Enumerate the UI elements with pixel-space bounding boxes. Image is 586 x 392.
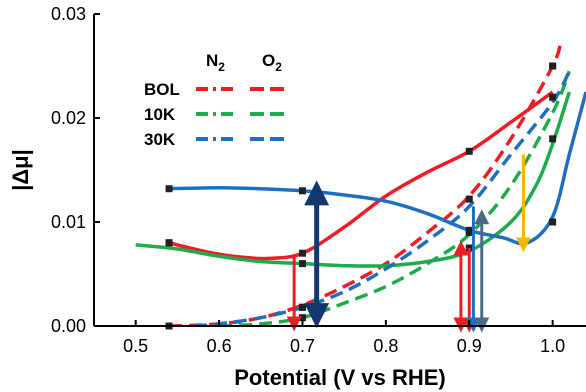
y-tick-label: 0.02 — [51, 108, 86, 128]
series-line-10k-o2 — [219, 70, 571, 326]
data-point — [298, 187, 306, 195]
legend-label-10k: 10K — [144, 105, 176, 124]
y-tick-label: 0.03 — [51, 4, 86, 24]
y-tick-label: 0.00 — [51, 316, 86, 336]
legend: N2 O2 BOL 10K 30K — [144, 51, 290, 149]
y-axis-ticks: 0.00 0.01 0.02 0.03 — [51, 4, 100, 336]
series-line-30k-o2 — [193, 70, 571, 326]
x-tick-label: 0.6 — [207, 336, 232, 356]
y-axis-title: |Δμ| — [8, 149, 33, 191]
data-point — [165, 239, 173, 247]
y-tick-label: 0.01 — [51, 212, 86, 232]
x-tick-label: 0.7 — [290, 336, 315, 356]
series-line-bol-o2 — [169, 39, 563, 326]
data-point — [549, 218, 557, 226]
x-tick-label: 0.9 — [457, 336, 482, 356]
x-axis-title: Potential (V vs RHE) — [234, 365, 445, 390]
series-group — [135, 39, 586, 326]
x-tick-label: 1.0 — [540, 336, 565, 356]
legend-header-o2: O2 — [262, 51, 282, 74]
x-tick-label: 0.8 — [373, 336, 398, 356]
data-point — [298, 303, 306, 311]
data-point — [549, 135, 557, 143]
data-point — [298, 260, 306, 268]
data-point — [465, 147, 473, 155]
series-line-30k-n2 — [169, 91, 586, 246]
legend-label-30k: 30K — [144, 130, 176, 149]
legend-header-n2: N2 — [206, 51, 225, 74]
data-point — [298, 249, 306, 257]
data-point — [298, 314, 306, 322]
data-point — [549, 62, 557, 70]
x-axis-ticks: 0.5 0.6 0.7 0.8 0.9 1.0 — [123, 320, 565, 356]
series-line-10k-n2 — [135, 91, 571, 268]
data-point — [165, 185, 173, 193]
plot-area — [135, 39, 586, 333]
x-tick-label: 0.5 — [123, 336, 148, 356]
data-point — [465, 195, 473, 203]
data-point — [465, 228, 473, 236]
legend-label-bol: BOL — [144, 80, 180, 99]
data-point — [549, 93, 557, 101]
